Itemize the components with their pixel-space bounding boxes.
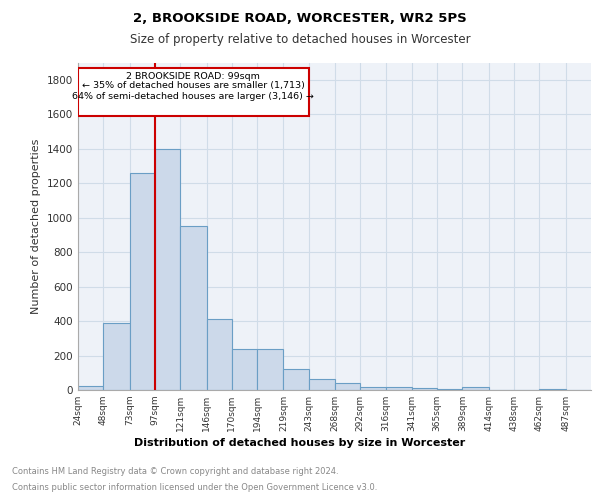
Bar [539,389,566,390]
Bar [206,320,232,390]
Bar [180,226,206,390]
Bar [130,173,155,390]
Bar [283,370,308,390]
Y-axis label: Number of detached properties: Number of detached properties [31,138,41,314]
Text: Size of property relative to detached houses in Worcester: Size of property relative to detached ho… [130,32,470,46]
Bar [257,350,283,390]
Bar [335,383,361,390]
Text: Contains public sector information licensed under the Open Government Licence v3: Contains public sector information licen… [12,482,377,492]
Bar [361,388,386,390]
Text: 64% of semi-detached houses are larger (3,146) →: 64% of semi-detached houses are larger (… [73,92,314,101]
Bar [386,388,412,390]
Bar [103,323,130,390]
Text: ← 35% of detached houses are smaller (1,713): ← 35% of detached houses are smaller (1,… [82,82,305,90]
Bar [412,388,437,390]
Text: 2, BROOKSIDE ROAD, WORCESTER, WR2 5PS: 2, BROOKSIDE ROAD, WORCESTER, WR2 5PS [133,12,467,26]
Bar [437,389,463,390]
Text: Distribution of detached houses by size in Worcester: Distribution of detached houses by size … [134,438,466,448]
Bar [308,379,335,390]
Text: 2 BROOKSIDE ROAD: 99sqm: 2 BROOKSIDE ROAD: 99sqm [127,72,260,81]
Bar [155,148,180,390]
Bar [78,386,103,390]
Bar [463,386,489,390]
Bar [232,350,257,390]
FancyBboxPatch shape [78,68,308,116]
Text: Contains HM Land Registry data © Crown copyright and database right 2024.: Contains HM Land Registry data © Crown c… [12,468,338,476]
